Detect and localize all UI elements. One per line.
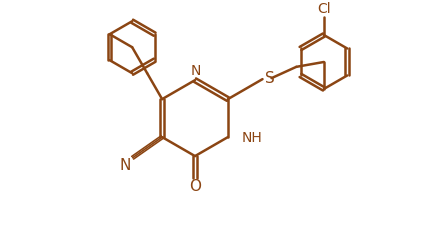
Text: S: S — [265, 71, 275, 86]
Text: NH: NH — [242, 131, 263, 145]
Text: O: O — [189, 179, 201, 194]
Text: Cl: Cl — [317, 2, 331, 16]
Text: N: N — [120, 158, 131, 173]
Text: N: N — [191, 64, 201, 78]
